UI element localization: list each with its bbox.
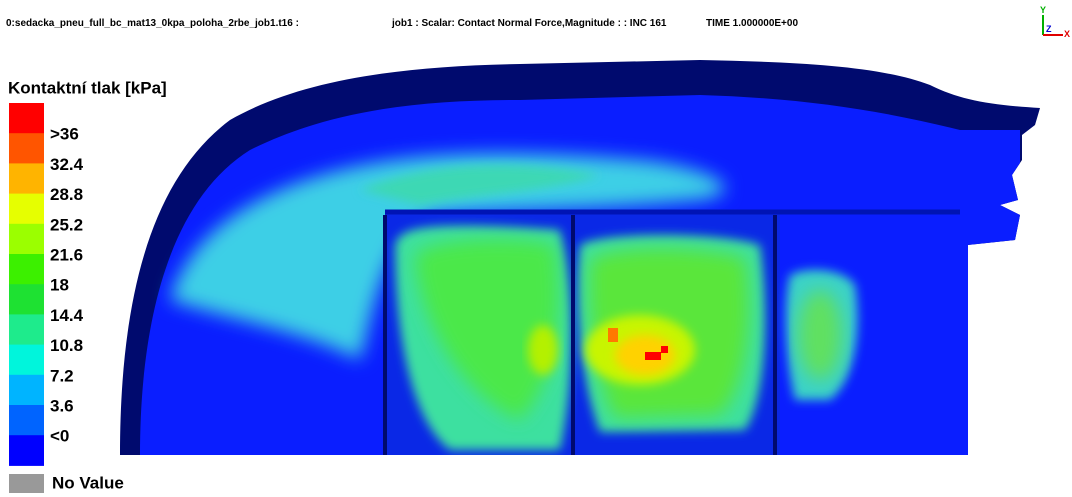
legend-swatch — [9, 405, 44, 436]
legend-swatch — [9, 344, 44, 376]
time-info: TIME 1.000000E+00 — [706, 18, 798, 29]
legend-swatch — [9, 284, 44, 315]
legend-label: <0 — [50, 427, 69, 446]
legend-swatch — [9, 314, 44, 346]
legend-swatch — [9, 163, 44, 195]
legend-swatch — [9, 133, 44, 164]
legend-swatch — [9, 254, 44, 285]
scalar-info: job1 : Scalar: Contact Normal Force,Magn… — [391, 18, 667, 29]
legend-label: 10.8 — [50, 336, 83, 355]
legend: >36 32.4 28.8 25.2 21.6 18 14.4 10.8 7.2 3.6 <0 — [9, 103, 84, 466]
legend-label: 28.8 — [50, 185, 83, 204]
contour-model — [120, 60, 1040, 455]
triad-x: X — [1064, 29, 1070, 39]
legend-label: 25.2 — [50, 215, 83, 234]
triad-y: Y — [1040, 5, 1046, 15]
legend-swatch — [9, 193, 44, 225]
no-value-label: No Value — [52, 473, 124, 492]
legend-swatch — [9, 103, 44, 134]
axis-triad: Y Z X — [1040, 5, 1070, 39]
legend-swatch — [9, 374, 44, 406]
legend-title: Kontaktní tlak [kPa] — [8, 78, 167, 97]
legend-label: 3.6 — [50, 396, 74, 415]
legend-label: >36 — [50, 125, 79, 144]
legend-label: 7.2 — [50, 366, 74, 385]
triad-z: Z — [1046, 24, 1052, 34]
legend-label: 18 — [50, 276, 69, 295]
legend-label: 21.6 — [50, 245, 83, 264]
legend-swatch — [9, 223, 44, 255]
legend-label: 32.4 — [50, 155, 84, 174]
no-value-swatch — [9, 474, 44, 493]
legend-swatch — [9, 435, 44, 466]
file-name: 0:sedacka_pneu_full_bc_mat13_0kpa_poloha… — [6, 18, 299, 29]
legend-label: 14.4 — [50, 306, 84, 325]
